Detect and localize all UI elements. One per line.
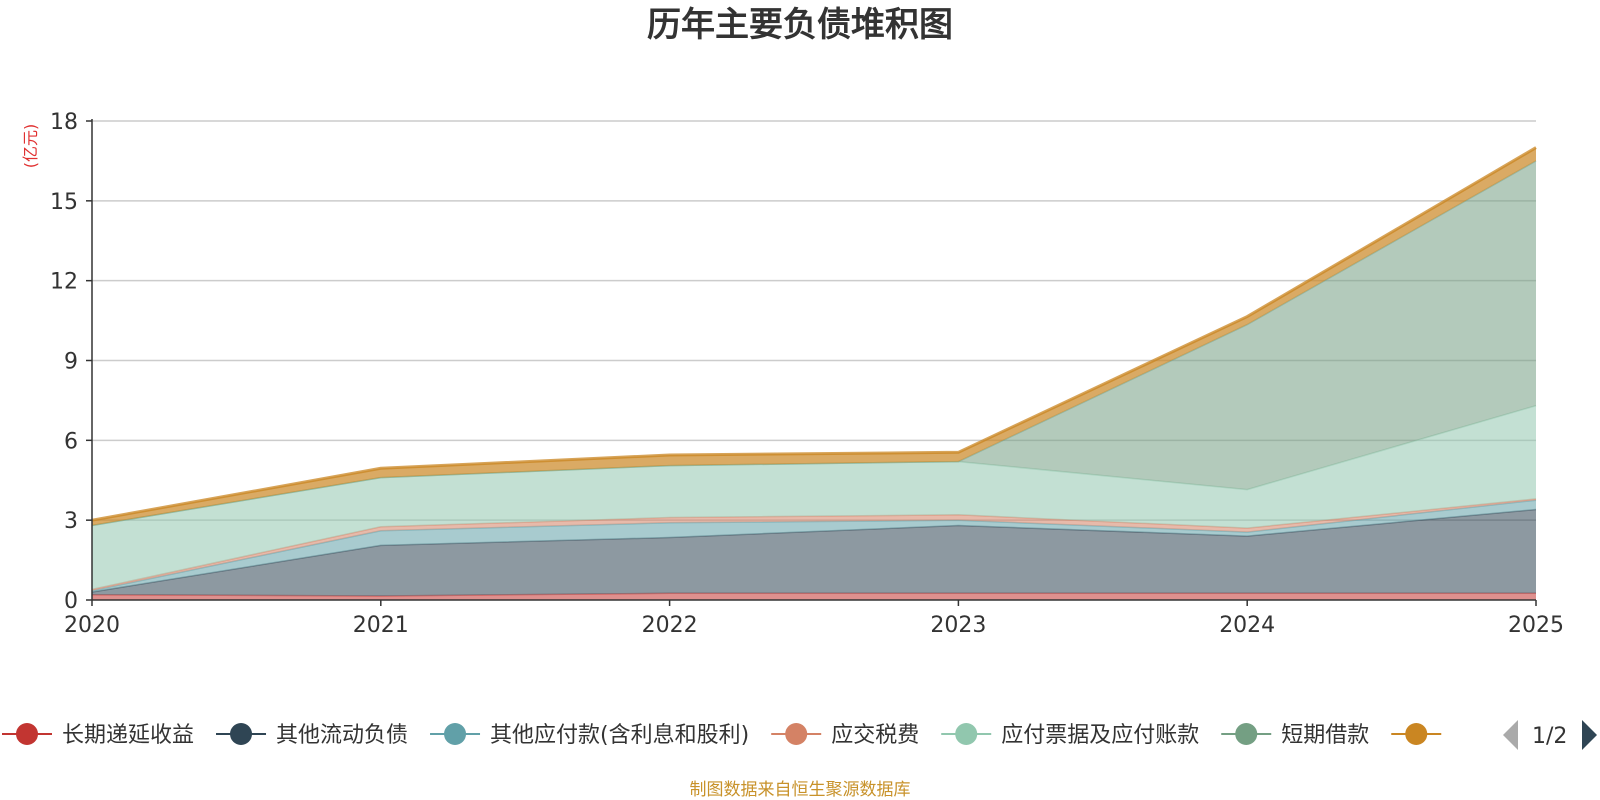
y-tick-label: 18 bbox=[50, 110, 78, 135]
line-应交税费 bbox=[91, 498, 1537, 591]
legend-marker bbox=[230, 723, 253, 745]
legend-marker bbox=[785, 723, 808, 745]
chart-title: 历年主要负债堆积图 bbox=[647, 5, 953, 45]
legend-item[interactable]: 应交税费 bbox=[771, 723, 919, 748]
legend-marker bbox=[16, 723, 38, 745]
legend-label: 应交税费 bbox=[831, 723, 919, 748]
y-tick-label: 6 bbox=[64, 429, 78, 454]
legend-item[interactable]: 应付票据及应付账款 bbox=[941, 723, 1199, 748]
legend-next-icon[interactable] bbox=[1582, 720, 1597, 750]
area-长期递延收益 bbox=[92, 593, 1536, 600]
axes: 0 3 6 9 12 15 18 2020 2021 2022 2023 2024 2025 bbox=[50, 110, 1564, 638]
y-tick-label: 12 bbox=[50, 270, 78, 295]
area-应付票据及应付账款 bbox=[92, 405, 1536, 590]
legend-marker bbox=[1235, 723, 1258, 745]
area-其他流动负债 bbox=[92, 509, 1536, 596]
x-tick-label: 2024 bbox=[1219, 613, 1275, 638]
legend-label: 其他应付款(含利息和股利) bbox=[490, 723, 749, 748]
x-tick-label: 2022 bbox=[642, 613, 698, 638]
y-tick-label: 9 bbox=[64, 350, 78, 375]
x-tick-label: 2025 bbox=[1508, 613, 1564, 638]
legend-item[interactable]: 长期递延收益 bbox=[2, 723, 194, 748]
legend-item[interactable]: 其他流动负债 bbox=[216, 723, 408, 748]
y-tick-label: 15 bbox=[50, 190, 78, 215]
legend-page-indicator: 1/2 bbox=[1532, 724, 1567, 749]
legend-label: 应付票据及应付账款 bbox=[1001, 723, 1199, 748]
y-tick-label: 3 bbox=[64, 509, 78, 534]
legend: 长期递延收益 其他流动负债 其他应付款(含利息和股利) 应交税费 应付票据及应付账款 短期… bbox=[2, 723, 1442, 748]
legend-prev-icon[interactable] bbox=[1503, 720, 1518, 750]
legend-label: 其他流动负债 bbox=[276, 723, 408, 748]
x-tick-label: 2021 bbox=[353, 613, 409, 638]
y-tick-label: 0 bbox=[64, 589, 78, 614]
legend-label: 长期递延收益 bbox=[62, 723, 194, 748]
legend-item[interactable] bbox=[1391, 723, 1442, 745]
y-axis-unit-label: (亿元) bbox=[21, 124, 40, 169]
legend-item[interactable]: 其他应付款(含利息和股利) bbox=[430, 723, 749, 748]
area-series bbox=[91, 146, 1537, 600]
legend-marker bbox=[444, 723, 467, 745]
legend-label: 短期借款 bbox=[1281, 723, 1369, 748]
x-tick-label: 2020 bbox=[64, 613, 120, 638]
line-series-6 bbox=[91, 146, 1537, 522]
legend-pager: 1/2 bbox=[1503, 720, 1597, 750]
legend-marker bbox=[955, 723, 978, 745]
legend-item[interactable]: 短期借款 bbox=[1221, 723, 1369, 748]
area-短期借款 bbox=[92, 160, 1536, 526]
x-tick-label: 2023 bbox=[930, 613, 986, 638]
area-应交税费 bbox=[92, 498, 1536, 591]
legend-marker bbox=[1405, 723, 1428, 745]
data-source-note: 制图数据来自恒生聚源数据库 bbox=[690, 780, 911, 800]
